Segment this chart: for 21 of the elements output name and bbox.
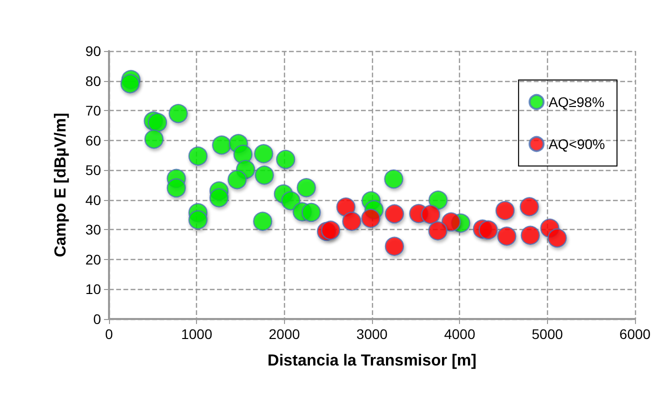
x-axis-title: Distancia la Transmisor [m] — [268, 352, 476, 370]
x-tick-label: 2000 — [268, 326, 300, 342]
y-tick-label: 90 — [85, 43, 102, 59]
legend-label: AQ≥98% — [548, 94, 605, 110]
y-tick-label: 30 — [85, 222, 102, 238]
y-tick-label: 20 — [85, 251, 102, 268]
x-tick-label: 0 — [105, 326, 114, 342]
y-tick-label: 70 — [85, 102, 102, 119]
legend-label: AQ<90% — [548, 136, 606, 152]
y-tick-label: 80 — [85, 72, 102, 89]
y-tick-label: 50 — [85, 162, 102, 178]
y-tick-label: 60 — [85, 132, 102, 148]
y-axis-title: Campo E [dBµV/m] — [52, 112, 70, 258]
x-tick-label: 5000 — [532, 326, 564, 342]
x-tick-label: 3000 — [356, 326, 388, 342]
y-tick-label: 0 — [93, 311, 102, 327]
x-tick-label: 4000 — [444, 326, 476, 342]
x-tick-label: 6000 — [619, 326, 651, 342]
x-tick-label: 1000 — [181, 326, 212, 342]
y-tick-label: 40 — [85, 192, 102, 208]
y-tick-label: 10 — [85, 281, 102, 298]
